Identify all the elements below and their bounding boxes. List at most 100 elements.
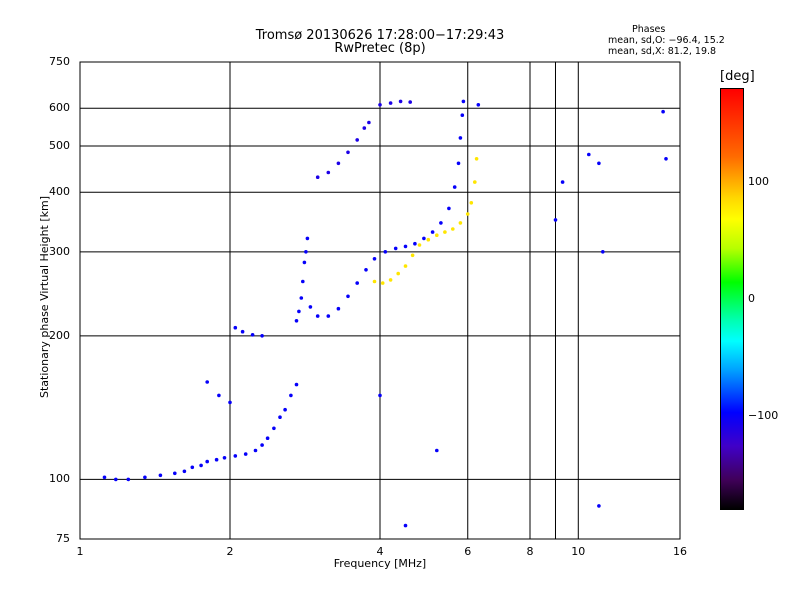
data-point: [301, 279, 305, 284]
data-point: [355, 281, 360, 285]
data-point: [372, 257, 377, 261]
data-point: [214, 457, 219, 462]
data-point: [388, 101, 393, 105]
data-point: [560, 180, 565, 184]
colorbar-label: [deg]: [720, 69, 755, 84]
colorbar-tick-label: 0: [748, 292, 755, 305]
y-tick-label: 500: [49, 138, 70, 152]
y-tick-label: 300: [49, 244, 70, 258]
data-point: [278, 415, 282, 420]
colorbar: [720, 88, 744, 510]
x-tick-label: 10: [571, 545, 586, 558]
data-point: [426, 237, 431, 242]
data-point: [260, 334, 264, 338]
y-tick-label: 600: [49, 101, 70, 115]
data-point: [272, 426, 276, 431]
data-point: [661, 109, 665, 114]
data-point: [253, 448, 258, 453]
data-point: [403, 264, 408, 268]
data-point: [460, 113, 465, 117]
data-point: [265, 436, 270, 441]
y-tick-label: 200: [49, 328, 70, 342]
y-tick-label: 750: [49, 55, 70, 68]
data-point: [443, 230, 447, 234]
data-point: [469, 201, 474, 205]
data-point: [240, 329, 245, 334]
data-point: [297, 309, 301, 314]
x-tick-label: 8: [526, 545, 534, 558]
data-point: [326, 314, 331, 318]
data-point: [315, 314, 320, 318]
data-point: [393, 246, 398, 251]
data-point: [294, 382, 299, 387]
grid-lines: [80, 62, 680, 539]
data-point: [205, 380, 209, 384]
data-point: [114, 477, 118, 482]
data-point: [388, 278, 393, 282]
data-point: [422, 236, 426, 241]
data-point: [398, 99, 403, 104]
data-point: [383, 250, 388, 254]
data-point: [308, 305, 313, 309]
data-point: [173, 471, 177, 476]
data-point: [364, 268, 368, 272]
data-point: [346, 150, 350, 155]
data-point: [587, 152, 591, 157]
data-point: [346, 294, 350, 299]
data-point: [456, 161, 461, 166]
data-point: [228, 400, 232, 405]
data-point: [355, 138, 360, 142]
data-point: [403, 244, 408, 249]
data-point: [222, 456, 227, 460]
data-point: [336, 306, 341, 311]
data-point: [396, 271, 401, 276]
x-tick-label: 16: [673, 545, 687, 558]
data-point: [250, 333, 255, 337]
y-tick-label: 400: [49, 185, 70, 199]
data-point: [439, 221, 443, 225]
x-tick-label: 6: [464, 545, 472, 558]
data-point: [664, 157, 668, 161]
data-point: [233, 325, 238, 330]
chart-title: Tromsø 20130626 17:28:00−17:29:43: [255, 28, 505, 43]
data-point: [305, 236, 310, 241]
data-point: [378, 103, 382, 107]
data-point: [435, 233, 439, 237]
data-point: [372, 279, 377, 284]
data-point: [473, 180, 477, 184]
data-point: [304, 250, 308, 254]
colorbar-tick-label: 100: [748, 174, 769, 188]
x-tick-label: 2: [226, 545, 234, 558]
data-point: [233, 454, 238, 458]
y-axis-label: Stationary phase Virtual Height [km]: [38, 195, 51, 398]
data-point: [461, 99, 466, 104]
data-point: [408, 100, 413, 104]
data-point: [452, 185, 457, 189]
y-tick-label: 75: [56, 532, 70, 545]
data-point: [476, 103, 481, 107]
data-point: [458, 221, 463, 225]
data-point: [417, 243, 422, 247]
data-point: [190, 465, 195, 470]
data-point: [336, 161, 341, 166]
x-tick-label: 4: [376, 545, 384, 558]
x-tick-label: 1: [76, 545, 84, 558]
data-point: [447, 206, 451, 211]
plot-frame: [79, 61, 681, 540]
data-point: [601, 250, 605, 254]
data-point: [126, 477, 131, 482]
data-point: [465, 212, 470, 216]
data-point: [143, 475, 147, 480]
data-point: [243, 452, 248, 456]
data-points: [102, 99, 668, 528]
data-point: [380, 281, 385, 285]
colorbar-tick-label: −100: [748, 409, 779, 423]
data-point: [260, 443, 264, 447]
data-point: [553, 218, 558, 222]
phase-stats-x: mean, sd,X: 81.2, 19.8: [608, 46, 717, 57]
data-point: [102, 475, 107, 480]
phase-stats-heading: Phases: [632, 24, 666, 35]
data-point: [403, 523, 408, 528]
data-point: [294, 319, 299, 323]
